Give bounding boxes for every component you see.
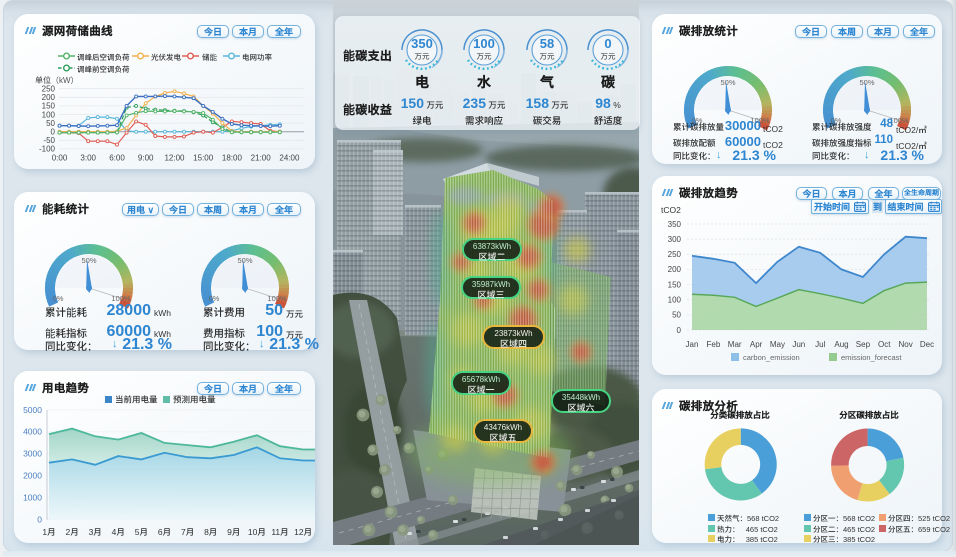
- svg-text:Apr: Apr: [750, 340, 763, 349]
- svg-text:100%: 100%: [267, 294, 287, 303]
- svg-text:tCO2: tCO2: [661, 205, 681, 215]
- svg-text:300: 300: [668, 235, 682, 244]
- svg-text:0:00: 0:00: [52, 154, 68, 163]
- svg-text:1月: 1月: [42, 527, 55, 537]
- svg-text:0: 0: [37, 515, 42, 525]
- svg-text:12:00: 12:00: [164, 154, 185, 163]
- svg-text:万元: 万元: [477, 52, 492, 61]
- svg-text:50: 50: [46, 119, 55, 128]
- svg-text:3:00: 3:00: [80, 154, 96, 163]
- svg-text:21:00: 21:00: [251, 154, 272, 163]
- svg-text:350: 350: [411, 36, 433, 51]
- svg-text:11月: 11月: [271, 527, 288, 537]
- svg-text:6月: 6月: [158, 527, 171, 537]
- svg-text:万元: 万元: [601, 52, 616, 61]
- svg-text:100%: 100%: [111, 294, 131, 303]
- svg-text:250: 250: [42, 85, 56, 94]
- svg-text:200: 200: [42, 93, 56, 102]
- svg-text:250: 250: [668, 250, 682, 259]
- svg-text:万元: 万元: [415, 52, 430, 61]
- svg-text:May: May: [770, 340, 785, 349]
- svg-text:1000: 1000: [23, 493, 42, 503]
- svg-text:Dec: Dec: [920, 340, 934, 349]
- svg-text:carbon_emission: carbon_emission: [743, 353, 800, 362]
- svg-text:50%: 50%: [81, 256, 96, 265]
- svg-text:0%: 0%: [53, 294, 64, 303]
- svg-text:-100: -100: [39, 145, 56, 154]
- svg-text:24:00: 24:00: [279, 154, 300, 163]
- svg-text:预测用电量: 预测用电量: [173, 395, 216, 405]
- svg-text:100: 100: [473, 36, 495, 51]
- svg-text:当前用电量: 当前用电量: [115, 395, 158, 405]
- svg-text:3月: 3月: [89, 527, 102, 537]
- svg-text:7月: 7月: [181, 527, 194, 537]
- svg-text:2月: 2月: [65, 527, 78, 537]
- svg-text:350: 350: [668, 220, 682, 229]
- svg-text:100: 100: [668, 296, 682, 305]
- svg-text:150: 150: [668, 280, 682, 289]
- svg-text:50%: 50%: [859, 78, 874, 87]
- svg-text:4月: 4月: [112, 527, 125, 537]
- svg-text:4000: 4000: [23, 427, 42, 437]
- svg-text:Jul: Jul: [815, 340, 825, 349]
- svg-text:3000: 3000: [23, 449, 42, 459]
- svg-text:Jan: Jan: [686, 340, 699, 349]
- svg-text:9月: 9月: [227, 527, 240, 537]
- svg-text:Jun: Jun: [792, 340, 805, 349]
- svg-text:5000: 5000: [23, 405, 42, 415]
- svg-text:0%: 0%: [692, 116, 703, 125]
- svg-text:100: 100: [42, 110, 56, 119]
- svg-text:0: 0: [677, 326, 682, 335]
- svg-text:12月: 12月: [294, 527, 312, 537]
- svg-text:Oct: Oct: [878, 340, 891, 349]
- svg-text:emission_forecast: emission_forecast: [841, 353, 902, 362]
- svg-text:万元: 万元: [540, 52, 555, 61]
- svg-text:8月: 8月: [204, 527, 217, 537]
- svg-text:58: 58: [540, 36, 554, 51]
- svg-text:5月: 5月: [135, 527, 148, 537]
- svg-text:9:00: 9:00: [138, 154, 154, 163]
- svg-text:Nov: Nov: [898, 340, 912, 349]
- svg-text:0%: 0%: [831, 116, 842, 125]
- svg-text:18:00: 18:00: [222, 154, 243, 163]
- svg-text:50%: 50%: [720, 78, 735, 87]
- svg-text:15:00: 15:00: [193, 154, 214, 163]
- svg-text:Feb: Feb: [707, 340, 721, 349]
- svg-text:200: 200: [668, 265, 682, 274]
- svg-text:Sep: Sep: [856, 340, 871, 349]
- svg-text:10月: 10月: [248, 527, 266, 537]
- svg-text:-50: -50: [43, 136, 55, 145]
- svg-text:0%: 0%: [209, 294, 220, 303]
- svg-text:150: 150: [42, 102, 56, 111]
- svg-text:0: 0: [604, 36, 611, 51]
- svg-text:0: 0: [51, 128, 56, 137]
- svg-text:100%: 100%: [889, 116, 909, 125]
- svg-text:100%: 100%: [750, 116, 770, 125]
- svg-text:Mar: Mar: [728, 340, 742, 349]
- svg-text:50%: 50%: [237, 256, 252, 265]
- svg-text:6:00: 6:00: [109, 154, 125, 163]
- svg-text:Aug: Aug: [834, 340, 848, 349]
- svg-text:50: 50: [672, 311, 681, 320]
- svg-text:2000: 2000: [23, 471, 42, 481]
